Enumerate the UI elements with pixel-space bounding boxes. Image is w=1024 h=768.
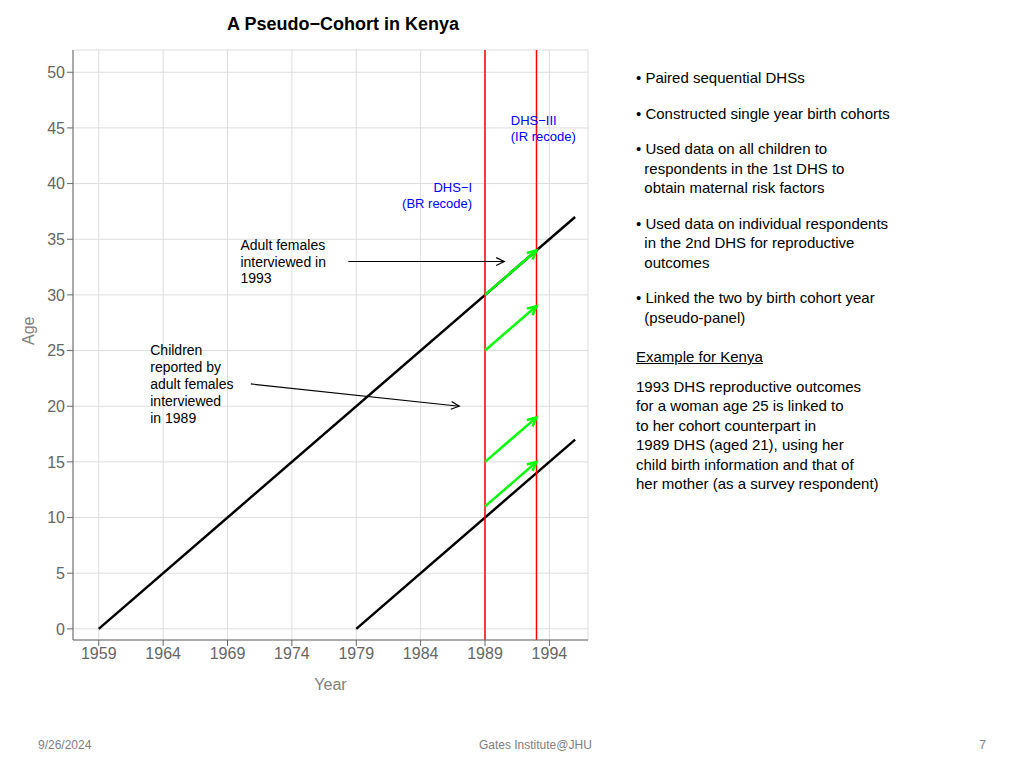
svg-text:30: 30 (47, 287, 65, 304)
svg-text:1989: 1989 (467, 645, 503, 662)
svg-text:Adult femalesinterviewed in199: Adult femalesinterviewed in1993 (240, 237, 326, 287)
html-text:• Constructed single year birt: • Constructed single year birth cohorts (636, 104, 890, 122)
svg-text:Age: Age (20, 316, 37, 345)
svg-text:1974: 1974 (274, 645, 310, 662)
svg-text:25: 25 (47, 342, 65, 359)
html-text:• Used data on individual resp: • Used data on individual respondents in… (636, 214, 889, 271)
svg-text:15: 15 (47, 454, 65, 471)
svg-text:0: 0 (56, 621, 65, 638)
html-text:Example for Kenya: Example for Kenya (636, 348, 763, 365)
html-text:7: 7 (979, 738, 986, 752)
html-text:1993 DHS reproductive outcomes: 1993 DHS reproductive outcomes for a wom… (636, 377, 879, 492)
svg-text:50: 50 (47, 64, 65, 81)
svg-text:1979: 1979 (338, 645, 374, 662)
svg-text:40: 40 (47, 175, 65, 192)
html-text:• Paired sequential DHSs: • Paired sequential DHSs (636, 69, 805, 86)
svg-text:45: 45 (47, 120, 65, 137)
svg-text:1964: 1964 (145, 645, 181, 662)
html-text:• Used data on all children to: • Used data on all children to responden… (636, 140, 845, 196)
html-text:Gates Institute@JHU: Gates Institute@JHU (478, 738, 592, 752)
svg-text:1959: 1959 (81, 645, 117, 662)
svg-text:Childrenreported byadult femal: Childrenreported byadult femalesintervie… (150, 342, 233, 425)
svg-text:1994: 1994 (532, 645, 568, 662)
html-text:A Pseudo−Cohort in Kenya: A Pseudo−Cohort in Kenya (227, 14, 459, 34)
svg-text:35: 35 (47, 231, 65, 248)
html-text:9/26/2024: 9/26/2024 (38, 738, 92, 752)
svg-text:DHS−I(BR recode): DHS−I(BR recode) (402, 179, 472, 210)
svg-text:1969: 1969 (210, 645, 246, 662)
svg-text:Year: Year (314, 676, 347, 693)
svg-text:5: 5 (56, 565, 65, 582)
svg-text:20: 20 (47, 398, 65, 415)
svg-text:10: 10 (47, 509, 65, 526)
html-text:• Linked the two by birth coho: • Linked the two by birth cohort year (p… (636, 289, 875, 326)
svg-text:1984: 1984 (403, 645, 439, 662)
svg-text:DHS−III(IR recode): DHS−III(IR recode) (511, 113, 576, 144)
